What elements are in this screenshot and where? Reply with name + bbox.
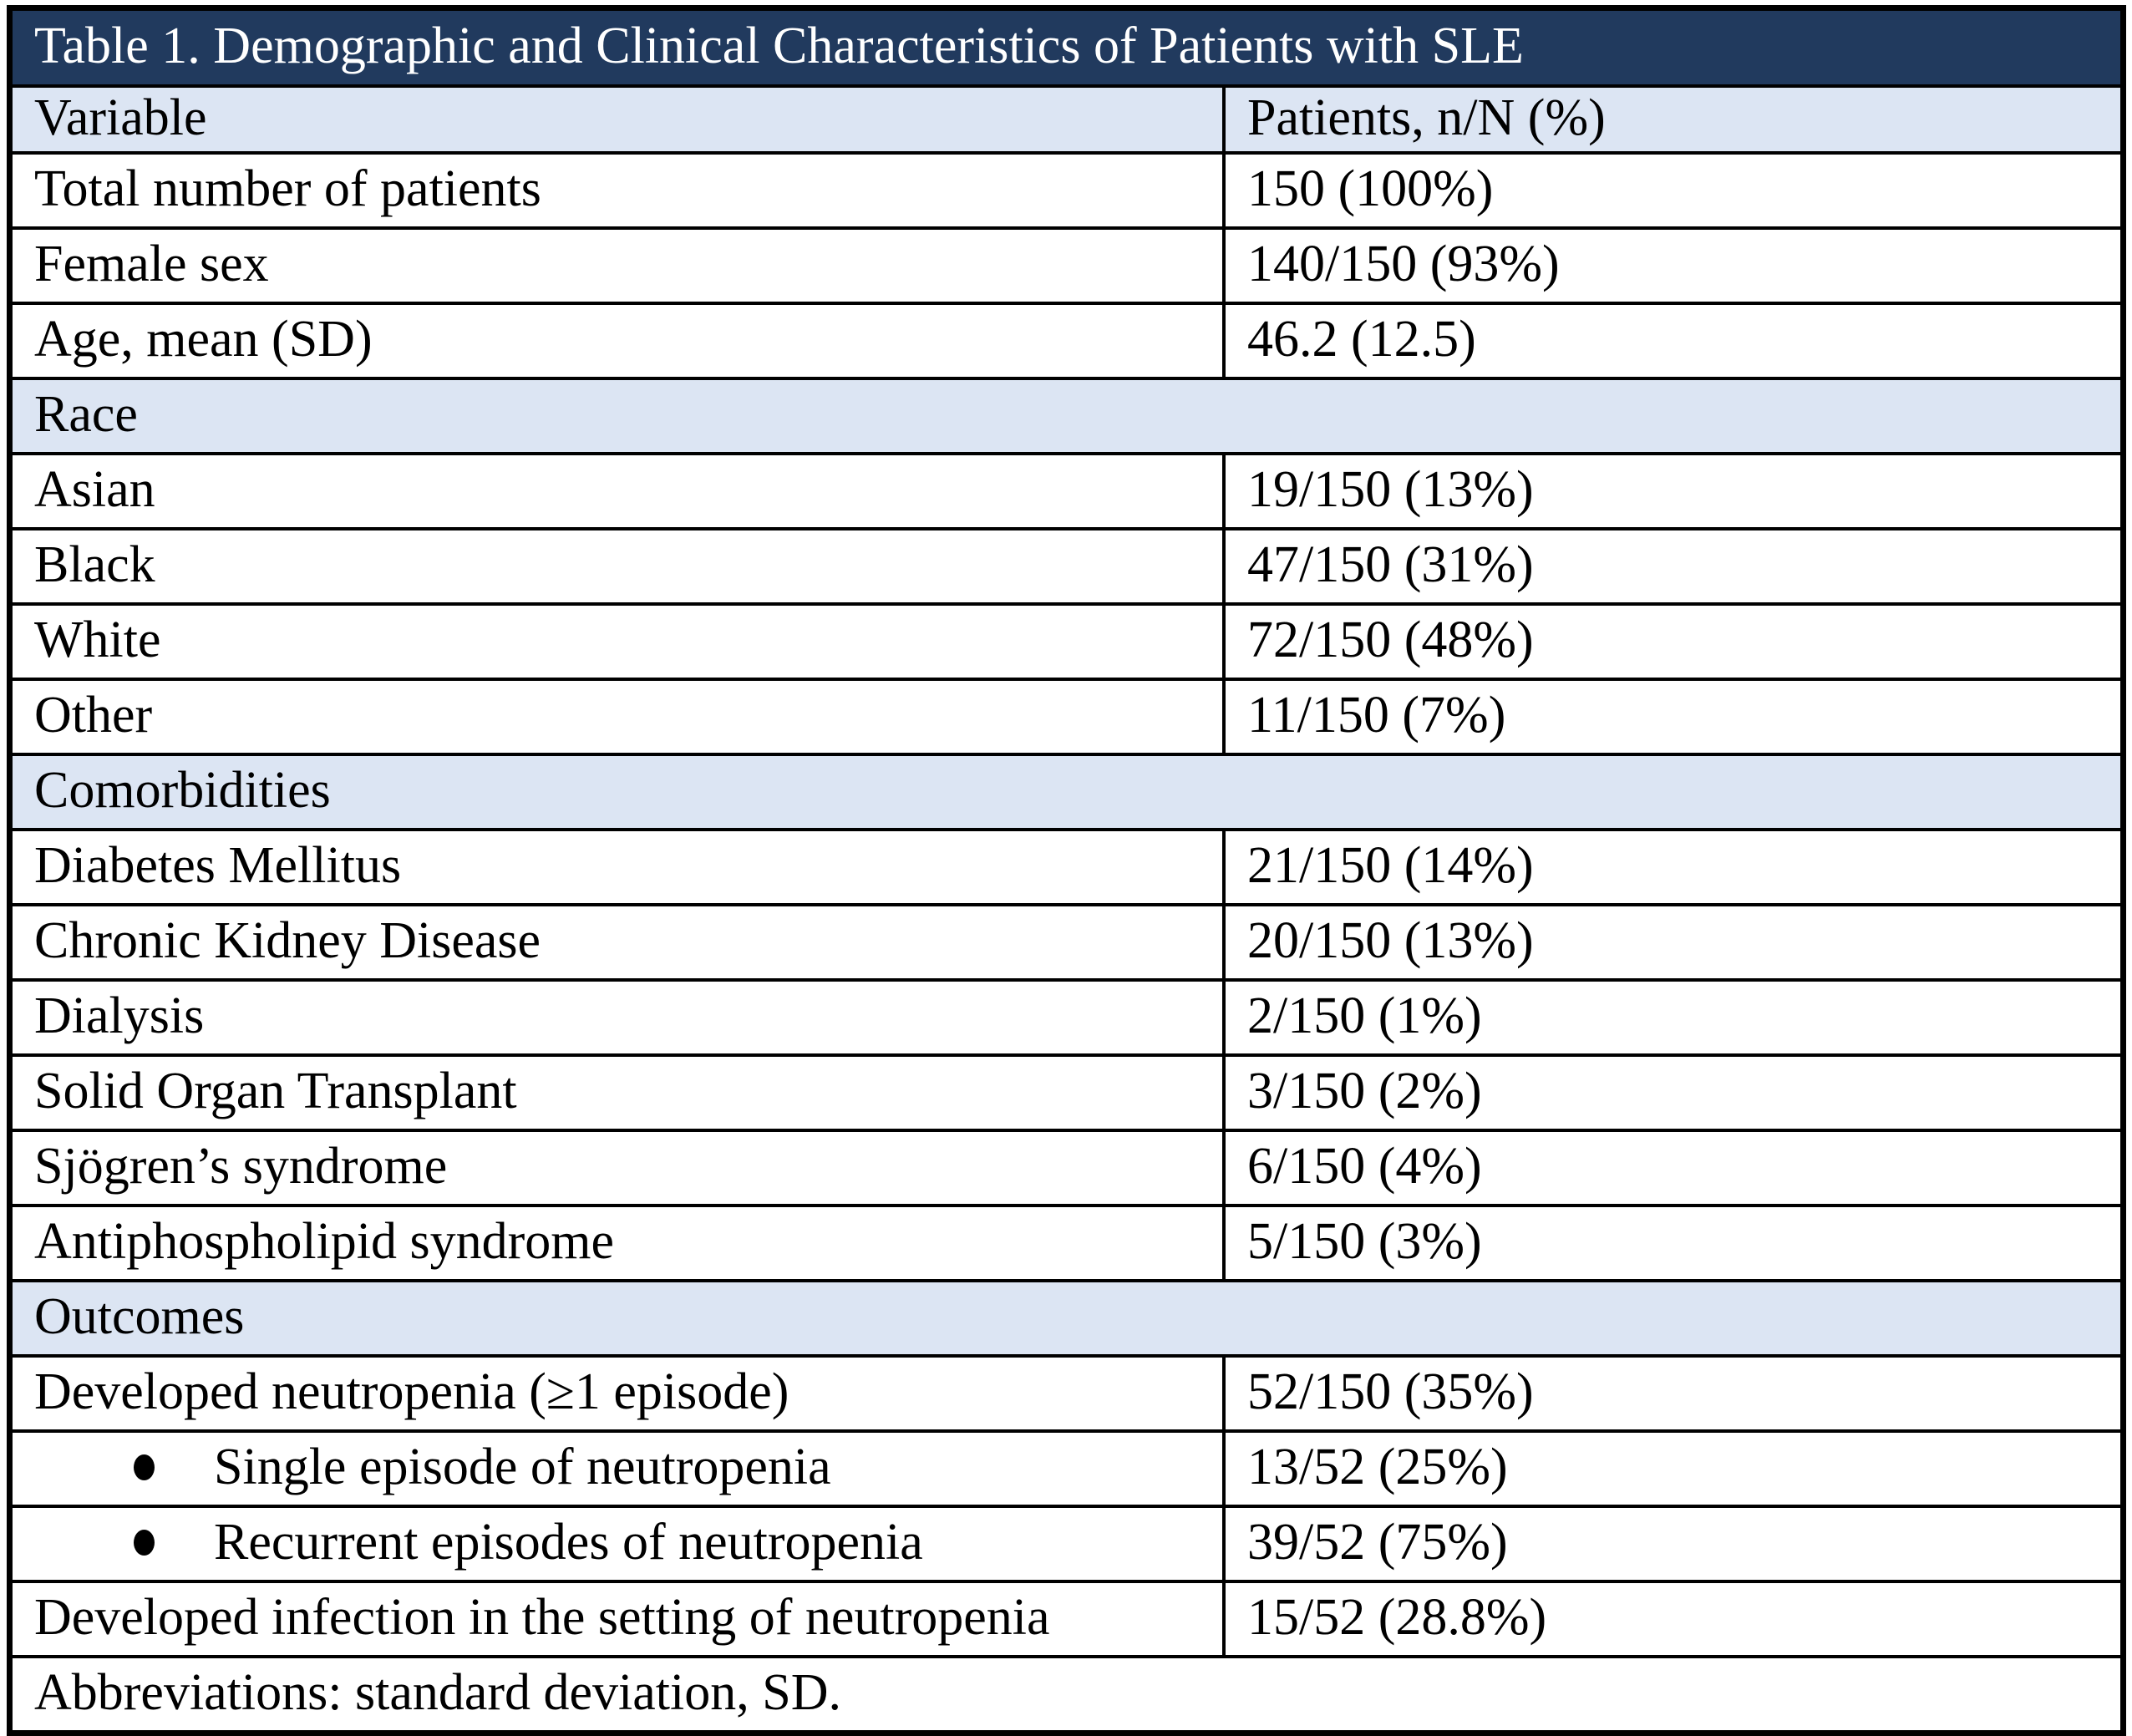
bullet-icon xyxy=(134,1454,155,1481)
table-row: Age, mean (SD) 46.2 (12.5) xyxy=(8,302,2125,381)
variable-cell: Diabetes Mellitus xyxy=(8,828,1226,907)
table-row: Developed neutropenia (≥1 episode) 52/150… xyxy=(8,1354,2125,1434)
variable-cell: Age, mean (SD) xyxy=(8,302,1226,381)
value-cell: 6/150 (4%) xyxy=(1221,1129,2125,1208)
table-row: Dialysis 2/150 (1%) xyxy=(8,978,2125,1058)
table-row: Chronic Kidney Disease 20/150 (13%) xyxy=(8,903,2125,982)
section-header-cell: Outcomes xyxy=(8,1279,2125,1358)
table-row: Solid Organ Transplant 3/150 (2%) xyxy=(8,1053,2125,1133)
variable-cell: Developed neutropenia (≥1 episode) xyxy=(8,1354,1226,1434)
variable-cell: Dialysis xyxy=(8,978,1226,1058)
table-title: Table 1. Demographic and Clinical Charac… xyxy=(8,6,2125,88)
variable-cell: Asian xyxy=(8,452,1226,531)
table-row: Black 47/150 (31%) xyxy=(8,527,2125,607)
table-row: Developed infection in the setting of ne… xyxy=(8,1580,2125,1659)
variable-cell: Solid Organ Transplant xyxy=(8,1053,1226,1133)
title-row: Table 1. Demographic and Clinical Charac… xyxy=(8,6,2125,88)
value-cell: 21/150 (14%) xyxy=(1221,828,2125,907)
variable-cell: White xyxy=(8,602,1226,682)
section-header-cell: Comorbidities xyxy=(8,753,2125,832)
value-cell: 19/150 (13%) xyxy=(1221,452,2125,531)
table-row: Other 11/150 (7%) xyxy=(8,678,2125,757)
variable-cell: Total number of patients xyxy=(8,151,1226,231)
table-row: Antiphospholipid syndrome 5/150 (3%) xyxy=(8,1204,2125,1283)
table-row: Recurrent episodes of neutropenia 39/52 (… xyxy=(8,1505,2125,1584)
column-header-patients: Patients, n/N (%) xyxy=(1221,84,2125,155)
variable-cell: Female sex xyxy=(8,226,1226,306)
variable-cell: Developed infection in the setting of ne… xyxy=(8,1580,1226,1659)
bullet-icon xyxy=(134,1530,155,1556)
value-cell: 52/150 (35%) xyxy=(1221,1354,2125,1434)
footnote-cell: Abbreviations: standard deviation, SD. xyxy=(8,1655,2125,1735)
column-header-row: Variable Patients, n/N (%) xyxy=(8,84,2125,155)
value-cell: 72/150 (48%) xyxy=(1221,602,2125,682)
table-row: Asian 19/150 (13%) xyxy=(8,452,2125,531)
value-cell: 2/150 (1%) xyxy=(1221,978,2125,1058)
table-body: Table 1. Demographic and Clinical Charac… xyxy=(8,6,2125,1735)
table-row: Diabetes Mellitus 21/150 (14%) xyxy=(8,828,2125,907)
value-cell: 3/150 (2%) xyxy=(1221,1053,2125,1133)
value-cell: 11/150 (7%) xyxy=(1221,678,2125,757)
footer-row: Abbreviations: standard deviation, SD. xyxy=(8,1655,2125,1735)
value-cell: 46.2 (12.5) xyxy=(1221,302,2125,381)
section-row: Race xyxy=(8,377,2125,456)
value-cell: 140/150 (93%) xyxy=(1221,226,2125,306)
value-cell: 13/52 (25%) xyxy=(1221,1429,2125,1509)
section-row: Outcomes xyxy=(8,1279,2125,1358)
value-cell: 5/150 (3%) xyxy=(1221,1204,2125,1283)
variable-cell: Other xyxy=(8,678,1226,757)
variable-cell: Single episode of neutropenia xyxy=(8,1429,1226,1509)
value-cell: 150 (100%) xyxy=(1221,151,2125,231)
section-header-cell: Race xyxy=(8,377,2125,456)
variable-cell: Recurrent episodes of neutropenia xyxy=(8,1505,1226,1584)
column-header-variable: Variable xyxy=(8,84,1226,155)
value-cell: 47/150 (31%) xyxy=(1221,527,2125,607)
sle-characteristics-table: Table 1. Demographic and Clinical Charac… xyxy=(7,5,2126,1736)
variable-cell: Black xyxy=(8,527,1226,607)
value-cell: 15/52 (28.8%) xyxy=(1221,1580,2125,1659)
variable-cell: Sjögren’s syndrome xyxy=(8,1129,1226,1208)
page: Table 1. Demographic and Clinical Charac… xyxy=(7,5,2126,1736)
table-row: Single episode of neutropenia 13/52 (25%) xyxy=(8,1429,2125,1509)
table-row: White 72/150 (48%) xyxy=(8,602,2125,682)
variable-cell: Chronic Kidney Disease xyxy=(8,903,1226,982)
variable-cell: Antiphospholipid syndrome xyxy=(8,1204,1226,1283)
value-cell: 39/52 (75%) xyxy=(1221,1505,2125,1584)
section-row: Comorbidities xyxy=(8,753,2125,832)
table-row: Total number of patients 150 (100%) xyxy=(8,151,2125,231)
table-row: Female sex 140/150 (93%) xyxy=(8,226,2125,306)
table-row: Sjögren’s syndrome 6/150 (4%) xyxy=(8,1129,2125,1208)
value-cell: 20/150 (13%) xyxy=(1221,903,2125,982)
